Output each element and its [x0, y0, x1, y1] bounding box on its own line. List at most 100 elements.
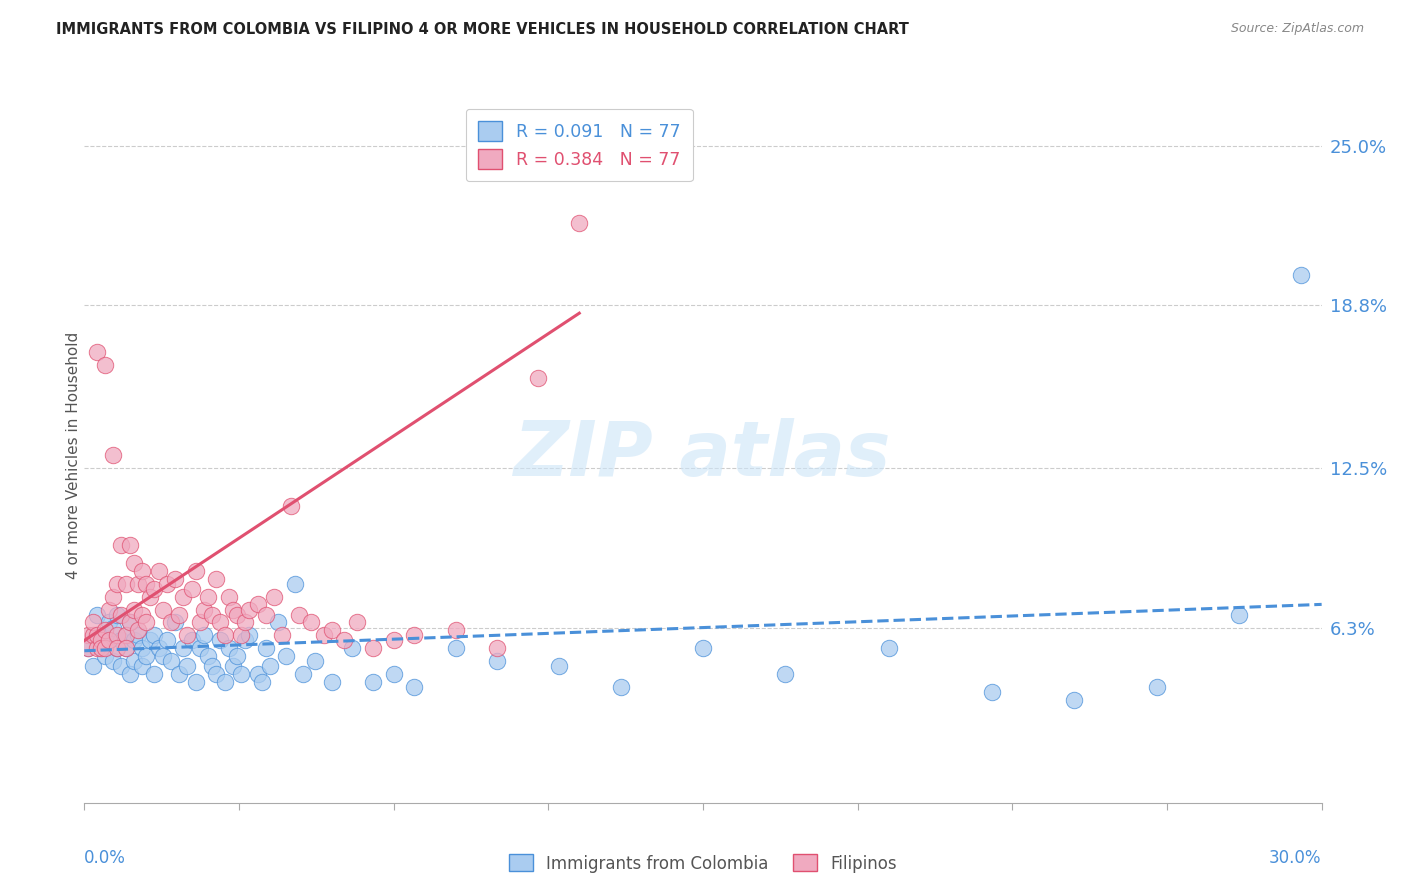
Point: [118, 615, 141, 630]
Point: [276, 648, 298, 663]
Point: [197, 648, 219, 663]
Point: [110, 538, 132, 552]
Point: [86, 641, 108, 656]
Point: [143, 628, 166, 642]
Point: [485, 641, 508, 656]
Point: [404, 680, 426, 694]
Point: [267, 615, 290, 630]
Point: [156, 633, 179, 648]
Point: [382, 633, 405, 648]
Point: [139, 633, 162, 648]
Point: [254, 607, 277, 622]
Point: [214, 674, 236, 689]
Point: [188, 615, 211, 630]
Point: [105, 641, 128, 656]
Point: [103, 621, 125, 635]
Point: [1227, 607, 1250, 622]
Point: [127, 576, 149, 591]
Point: [167, 607, 190, 622]
Point: [114, 641, 136, 656]
Point: [226, 607, 249, 622]
Point: [86, 607, 108, 622]
Point: [172, 590, 194, 604]
Point: [346, 615, 368, 630]
Point: [135, 648, 157, 663]
Point: [86, 628, 108, 642]
Point: [222, 659, 245, 673]
Point: [105, 607, 128, 622]
Point: [1146, 680, 1168, 694]
Point: [263, 590, 285, 604]
Point: [143, 582, 166, 596]
Point: [176, 659, 198, 673]
Point: [165, 572, 187, 586]
Point: [222, 602, 245, 616]
Text: Source: ZipAtlas.com: Source: ZipAtlas.com: [1230, 22, 1364, 36]
Point: [86, 344, 108, 359]
Point: [246, 598, 269, 612]
Point: [148, 564, 170, 578]
Point: [444, 623, 467, 637]
Point: [105, 641, 128, 656]
Point: [176, 628, 198, 642]
Point: [98, 615, 121, 630]
Point: [118, 538, 141, 552]
Point: [299, 615, 322, 630]
Point: [1063, 692, 1085, 706]
Legend: Immigrants from Colombia, Filipinos: Immigrants from Colombia, Filipinos: [503, 847, 903, 880]
Point: [692, 641, 714, 656]
Point: [527, 370, 550, 384]
Y-axis label: 4 or more Vehicles in Household: 4 or more Vehicles in Household: [66, 331, 80, 579]
Point: [98, 602, 121, 616]
Point: [90, 641, 112, 656]
Point: [229, 628, 252, 642]
Point: [131, 564, 153, 578]
Point: [775, 667, 797, 681]
Point: [238, 602, 260, 616]
Point: [135, 615, 157, 630]
Point: [148, 641, 170, 656]
Point: [110, 633, 132, 648]
Point: [114, 628, 136, 642]
Point: [321, 623, 343, 637]
Point: [193, 628, 215, 642]
Point: [259, 659, 281, 673]
Point: [114, 628, 136, 642]
Point: [184, 674, 207, 689]
Point: [218, 641, 240, 656]
Text: 0.0%: 0.0%: [84, 849, 127, 867]
Point: [180, 582, 202, 596]
Point: [156, 576, 179, 591]
Point: [152, 648, 174, 663]
Point: [77, 641, 100, 656]
Point: [94, 623, 117, 637]
Point: [361, 641, 384, 656]
Point: [127, 628, 149, 642]
Point: [218, 590, 240, 604]
Point: [188, 641, 211, 656]
Point: [254, 641, 277, 656]
Point: [114, 576, 136, 591]
Point: [980, 685, 1002, 699]
Point: [321, 674, 343, 689]
Point: [214, 628, 236, 642]
Point: [114, 641, 136, 656]
Point: [110, 607, 132, 622]
Point: [1289, 268, 1312, 282]
Text: 30.0%: 30.0%: [1270, 849, 1322, 867]
Point: [98, 633, 121, 648]
Point: [143, 667, 166, 681]
Point: [485, 654, 508, 668]
Point: [361, 674, 384, 689]
Point: [86, 628, 108, 642]
Point: [110, 659, 132, 673]
Point: [160, 615, 183, 630]
Point: [90, 641, 112, 656]
Point: [82, 659, 104, 673]
Point: [333, 633, 356, 648]
Point: [284, 576, 307, 591]
Point: [609, 680, 631, 694]
Point: [229, 667, 252, 681]
Point: [250, 674, 273, 689]
Point: [94, 628, 117, 642]
